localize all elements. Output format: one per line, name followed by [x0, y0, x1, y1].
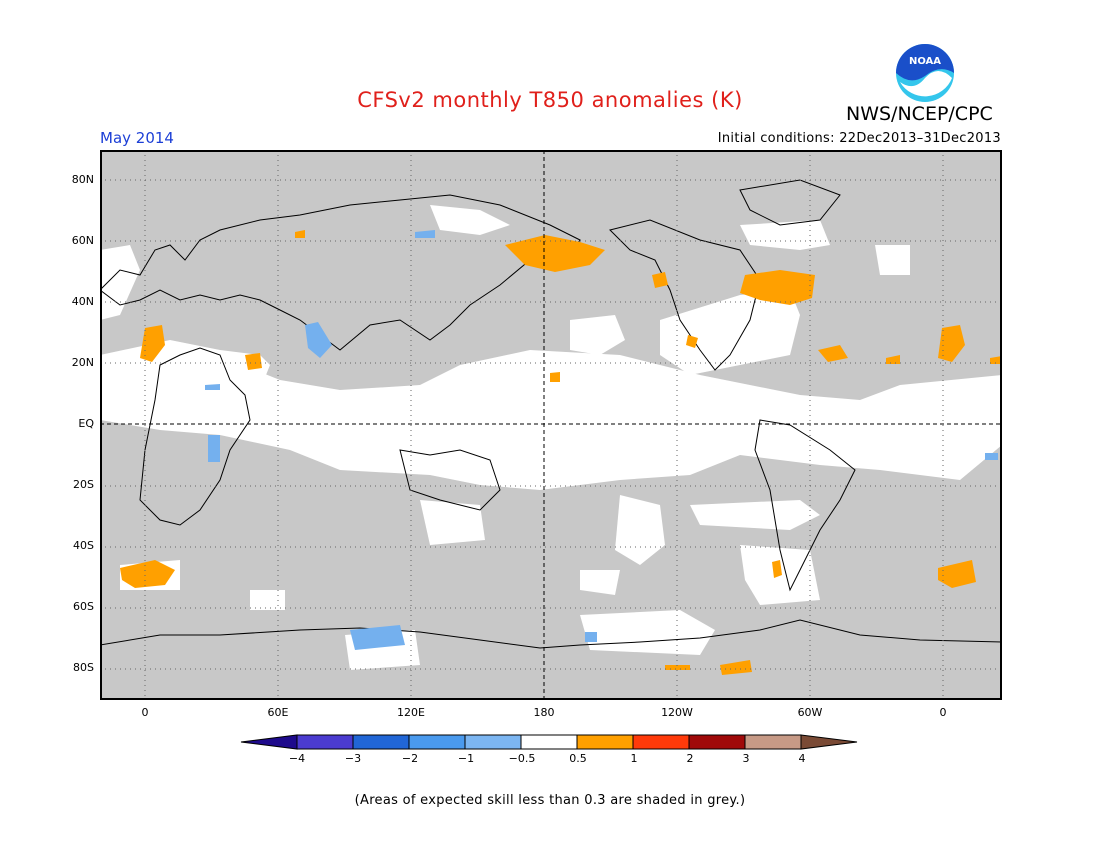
warm-sahara [140, 325, 165, 362]
month-label: May 2014 [100, 129, 174, 147]
colorbar-cell [408, 734, 466, 750]
warm-south-atlantic-repeat [938, 560, 976, 588]
map-frame [100, 150, 1002, 700]
lat-label: 60N [71, 234, 94, 247]
colorbar-label: −4 [288, 752, 306, 765]
warm-patagonia [772, 560, 782, 578]
colorbar-cell [296, 734, 354, 750]
gridlines [100, 150, 1002, 700]
colorbar-label: 2 [686, 752, 694, 765]
warm-baja [686, 335, 698, 348]
anomaly-map [100, 150, 1002, 700]
agency-label: NWS/NCEP/CPC [846, 103, 993, 125]
colorbar [240, 734, 858, 750]
colorbar-cell [352, 734, 410, 750]
warm-arabia [245, 353, 262, 370]
lat-label: 80N [71, 173, 94, 186]
lon-label: 120W [661, 706, 693, 719]
lat-label: 40N [71, 295, 94, 308]
antarctica-coast [100, 619, 1002, 649]
cool-anomalies [205, 230, 998, 650]
eurasia-coast [100, 194, 581, 351]
lon-label: 0 [939, 706, 947, 719]
colorbar-label: 1 [630, 752, 638, 765]
warm-sahara-repeat [938, 325, 965, 362]
lat-label: 20N [71, 356, 94, 369]
lon-label: 60E [267, 706, 289, 719]
colorbar-label: 4 [798, 752, 806, 765]
colorbar-cell [464, 734, 522, 750]
colorbar-label: −0.5 [508, 752, 536, 765]
warm-south-atlantic [120, 560, 175, 588]
cool-east-africa [208, 435, 220, 462]
warm-great-lakes [740, 270, 815, 305]
logo-text: NOAA [909, 56, 941, 67]
warm-alaska [505, 235, 605, 272]
colorbar-label: 0.5 [569, 752, 587, 765]
lon-label: 120E [397, 706, 425, 719]
lat-label: EQ [78, 417, 94, 430]
initial-conditions-label: Initial conditions: 22Dec2013–31Dec2013 [717, 131, 1001, 146]
colorbar-label: −1 [457, 752, 475, 765]
colorbar-cell [632, 734, 690, 750]
colorbar-cell [688, 734, 746, 750]
lat-label: 80S [73, 661, 94, 674]
colorbar-label: −3 [344, 752, 362, 765]
lon-label: 60W [797, 706, 823, 719]
colorbar-end-high [800, 734, 858, 750]
lat-label: 60S [73, 600, 94, 613]
colorbar-cell [744, 734, 802, 750]
lat-label: 20S [73, 478, 94, 491]
warm-caribbean [818, 345, 848, 362]
cool-antarctic [350, 625, 405, 650]
noaa-logo: NOAA [894, 42, 956, 108]
colorbar-cell [520, 734, 578, 750]
lat-label: 40S [73, 539, 94, 552]
coastlines [100, 179, 1002, 649]
lon-label: 0 [141, 706, 149, 719]
cool-india [305, 322, 332, 358]
colorbar-label: 3 [742, 752, 750, 765]
chart-title: CFSv2 monthly T850 anomalies (K) [357, 88, 743, 112]
north-america-coast [609, 219, 761, 371]
colorbar-label: −2 [401, 752, 419, 765]
australia-coast [399, 449, 501, 511]
lon-label: 180 [533, 706, 555, 719]
colorbar-cell [576, 734, 634, 750]
warm-west-coast [652, 272, 668, 288]
africa-coast [139, 347, 251, 526]
warm-anomalies [120, 230, 1002, 675]
footnote: (Areas of expected skill less than 0.3 a… [354, 793, 746, 808]
colorbar-end-low [240, 734, 298, 750]
